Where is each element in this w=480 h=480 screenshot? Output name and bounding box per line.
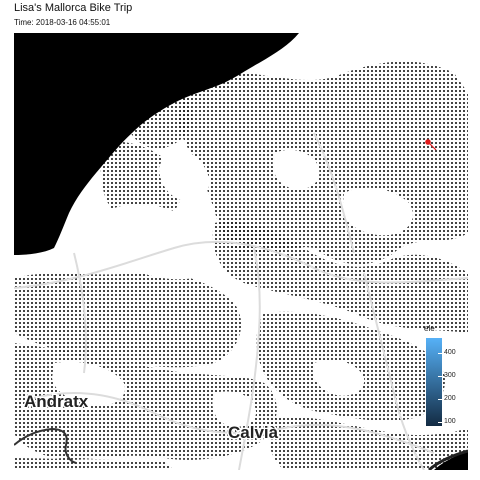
sea-area-southeast xyxy=(434,451,468,470)
place-label-calvia: Calvià xyxy=(228,423,279,442)
legend-tick: 300 xyxy=(438,372,456,379)
coastline-east xyxy=(427,449,468,470)
plains-layer xyxy=(52,149,413,427)
legend-title: ele xyxy=(424,324,435,333)
sea-area xyxy=(14,33,299,255)
legend-tick: 400 xyxy=(438,349,456,356)
map-subtitle: Time: 2018-03-16 04:55:01 xyxy=(14,18,111,27)
place-label-andratx: Andratx xyxy=(24,392,89,411)
map-title: Lisa's Mallorca Bike Trip xyxy=(14,2,133,14)
map-canvas[interactable]: Andratx Calvià xyxy=(14,33,468,470)
elevation-legend: ele 400 300 200 100 xyxy=(422,324,472,434)
legend-color-bar xyxy=(426,338,442,426)
route-current-point[interactable] xyxy=(425,139,431,145)
roads-layer xyxy=(14,132,468,470)
legend-tick: 100 xyxy=(438,418,456,425)
coastline xyxy=(14,427,77,464)
legend-tick: 200 xyxy=(438,395,456,402)
